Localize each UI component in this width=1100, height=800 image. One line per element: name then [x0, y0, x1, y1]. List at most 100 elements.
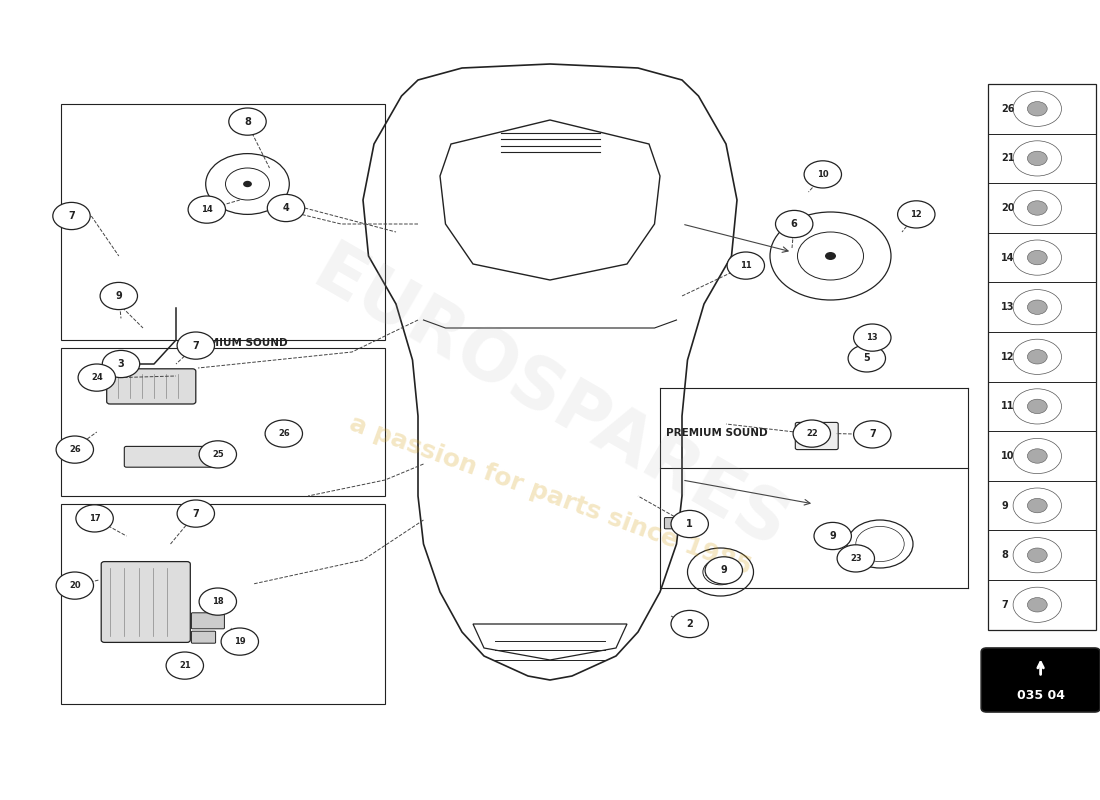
FancyBboxPatch shape [664, 518, 686, 529]
FancyBboxPatch shape [981, 648, 1100, 712]
Circle shape [177, 332, 214, 359]
Circle shape [804, 161, 842, 188]
Text: 25: 25 [212, 450, 223, 459]
Text: 20: 20 [1001, 203, 1014, 213]
Circle shape [837, 545, 874, 572]
Circle shape [1027, 350, 1047, 364]
Text: 3: 3 [118, 359, 124, 369]
Circle shape [1027, 201, 1047, 215]
Text: 14: 14 [201, 205, 212, 214]
Circle shape [166, 652, 204, 679]
Text: PREMIUM SOUND: PREMIUM SOUND [666, 428, 767, 438]
Circle shape [854, 421, 891, 448]
Text: 12: 12 [1001, 352, 1014, 362]
FancyBboxPatch shape [191, 613, 224, 629]
Text: 19: 19 [234, 637, 245, 646]
Circle shape [53, 202, 90, 230]
Text: 7: 7 [192, 341, 199, 350]
FancyBboxPatch shape [191, 631, 216, 643]
Circle shape [1027, 498, 1047, 513]
Circle shape [1027, 548, 1047, 562]
Text: a passion for parts since 1985: a passion for parts since 1985 [345, 412, 755, 580]
Text: 17: 17 [89, 514, 100, 523]
FancyBboxPatch shape [107, 369, 196, 404]
Text: 9: 9 [829, 531, 836, 541]
Text: 11: 11 [1001, 402, 1014, 411]
Text: 8: 8 [244, 117, 251, 126]
Circle shape [100, 282, 138, 310]
Text: 8: 8 [1001, 550, 1008, 560]
Bar [988, 84, 1096, 630]
Text: 9: 9 [1001, 501, 1008, 510]
Text: 4: 4 [283, 203, 289, 213]
Text: 1: 1 [686, 519, 693, 529]
Circle shape [56, 436, 94, 463]
Text: 26: 26 [1001, 104, 1014, 114]
Text: 035 04: 035 04 [1016, 689, 1065, 702]
Text: 14: 14 [1001, 253, 1014, 262]
Circle shape [1027, 151, 1047, 166]
Circle shape [102, 350, 140, 378]
Circle shape [177, 500, 214, 527]
Text: 22: 22 [806, 429, 817, 438]
Circle shape [776, 210, 813, 238]
Circle shape [188, 196, 226, 223]
Circle shape [793, 420, 830, 447]
Circle shape [715, 568, 726, 576]
Circle shape [267, 194, 305, 222]
Text: 13: 13 [867, 333, 878, 342]
Circle shape [1027, 102, 1047, 116]
Text: 7: 7 [869, 430, 876, 439]
Circle shape [78, 364, 116, 391]
Text: 20: 20 [69, 581, 80, 590]
Circle shape [825, 252, 836, 260]
Text: 24: 24 [91, 373, 102, 382]
Circle shape [221, 628, 258, 655]
Circle shape [1027, 300, 1047, 314]
Circle shape [199, 441, 236, 468]
Text: 26: 26 [69, 445, 80, 454]
Circle shape [705, 557, 742, 584]
Text: 9: 9 [116, 291, 122, 301]
Text: 26: 26 [278, 429, 289, 438]
Circle shape [229, 108, 266, 135]
Circle shape [671, 510, 708, 538]
Bar [60, 348, 385, 496]
Text: 7: 7 [68, 211, 75, 221]
Text: 12: 12 [911, 210, 922, 219]
Text: 7: 7 [1001, 600, 1008, 610]
Text: 9: 9 [720, 566, 727, 575]
Circle shape [1027, 399, 1047, 414]
Text: 7: 7 [192, 509, 199, 518]
Circle shape [243, 181, 252, 187]
FancyBboxPatch shape [101, 562, 190, 642]
FancyBboxPatch shape [795, 422, 838, 450]
Text: 21: 21 [1001, 154, 1014, 163]
Circle shape [898, 201, 935, 228]
Text: 6: 6 [791, 219, 798, 229]
Circle shape [848, 345, 886, 372]
Circle shape [814, 522, 851, 550]
Circle shape [56, 572, 94, 599]
Text: 13: 13 [1001, 302, 1014, 312]
Text: 10: 10 [817, 170, 828, 179]
Bar [60, 104, 385, 340]
Bar [60, 504, 385, 704]
Circle shape [1027, 449, 1047, 463]
Text: 2: 2 [686, 619, 693, 629]
Circle shape [727, 252, 764, 279]
Circle shape [671, 610, 708, 638]
Text: 23: 23 [850, 554, 861, 563]
FancyBboxPatch shape [124, 446, 217, 467]
Text: 11: 11 [740, 261, 751, 270]
Circle shape [1027, 598, 1047, 612]
Circle shape [854, 324, 891, 351]
Text: 10: 10 [1001, 451, 1014, 461]
Text: EUROSPARES: EUROSPARES [300, 236, 800, 564]
Circle shape [199, 588, 236, 615]
Circle shape [1027, 250, 1047, 265]
Text: 5: 5 [864, 354, 870, 363]
Text: 21: 21 [179, 661, 190, 670]
Circle shape [76, 505, 113, 532]
Text: PREMIUM SOUND: PREMIUM SOUND [186, 338, 287, 349]
